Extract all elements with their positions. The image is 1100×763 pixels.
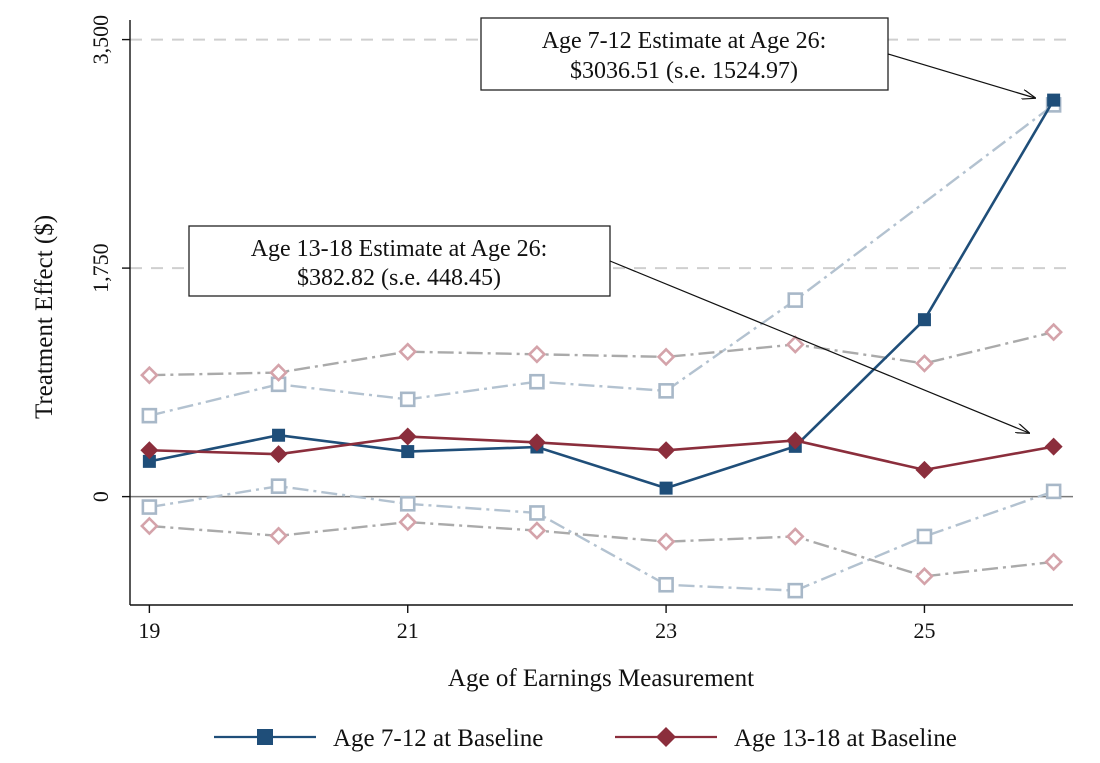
ci-marker <box>787 292 804 308</box>
ci-marker <box>141 407 158 424</box>
annotation-arrow <box>609 260 1029 433</box>
annotation-line-2: $382.82 (s.e. 448.45) <box>297 265 501 291</box>
ci-marker <box>915 354 934 373</box>
series-point <box>269 445 288 464</box>
y-axis-title: Treatment Effect ($) <box>31 215 58 419</box>
series-point <box>1047 93 1061 107</box>
annotation-age-7-12: Age 7-12 Estimate at Age 26: $3036.51 (s… <box>480 17 1035 98</box>
confidence-bands <box>140 97 1063 599</box>
series-point <box>142 454 156 468</box>
ci-marker <box>527 344 547 364</box>
tick-labels: 19 21 23 25 0 1,750 3,500 <box>88 15 935 643</box>
ci-line-ci-lower <box>149 520 1054 578</box>
ci-line-ci-upper <box>149 330 1054 377</box>
ci-marker <box>916 528 933 545</box>
series-line-age-13-18 <box>149 435 1054 472</box>
ci-marker <box>1045 483 1062 500</box>
ci-marker <box>1044 322 1063 342</box>
x-tick-label: 21 <box>397 618 419 643</box>
ci-marker <box>398 342 418 362</box>
series-point <box>140 441 159 460</box>
series-line-age-7-12 <box>149 99 1055 490</box>
ci-marker <box>141 499 158 515</box>
legend-label: Age 13-18 at Baseline <box>734 725 957 752</box>
axes <box>129 20 1073 606</box>
ci-marker <box>270 478 287 494</box>
series-point <box>659 481 673 495</box>
annotation-line-2: $3036.51 (s.e. 1524.97) <box>570 58 798 84</box>
series-point <box>657 441 676 460</box>
x-tick-label: 25 <box>913 618 935 643</box>
ci-marker <box>269 363 288 382</box>
ci-marker <box>269 526 288 546</box>
series-point <box>398 427 417 446</box>
y-tick-label: 0 <box>88 491 113 502</box>
ci-marker <box>529 373 545 390</box>
legend-marker-square <box>257 729 273 745</box>
ci-marker <box>399 496 416 512</box>
ci-marker <box>529 505 545 521</box>
annotation-arrow <box>887 53 1035 98</box>
ci-marker <box>527 521 547 540</box>
legend-item-age-13-18: Age 13-18 at Baseline <box>615 725 957 752</box>
x-axis-title: Age of Earnings Measurement <box>448 665 754 692</box>
annotation-line-1: Age 7-12 Estimate at Age 26: <box>542 28 827 54</box>
y-tick-label: 1,750 <box>88 243 113 293</box>
legend: Age 7-12 at Baseline Age 13-18 at Baseli… <box>214 725 957 752</box>
ci-marker <box>656 347 676 367</box>
series-point <box>527 433 546 452</box>
x-tick-label: 19 <box>138 618 160 643</box>
y-tick-label: 3,500 <box>88 15 113 64</box>
legend-marker-diamond <box>656 727 676 747</box>
annotation-line-1: Age 13-18 Estimate at Age 26: <box>251 236 548 262</box>
annotation-age-13-18: Age 13-18 Estimate at Age 26: $382.82 (s… <box>188 225 1029 433</box>
series-point <box>272 428 286 442</box>
ci-marker <box>658 576 674 593</box>
x-tick-label: 23 <box>655 618 677 643</box>
series-point <box>915 460 934 479</box>
annotation-box <box>188 225 611 297</box>
ci-line-ci-lower <box>149 484 1055 592</box>
ci-marker <box>1044 552 1063 572</box>
legend-item-age-7-12: Age 7-12 at Baseline <box>214 725 543 752</box>
ci-marker <box>656 532 676 552</box>
ci-marker <box>785 527 805 546</box>
ci-marker <box>915 566 934 586</box>
ci-marker <box>398 512 418 532</box>
ci-marker <box>658 383 674 399</box>
ci-marker <box>399 391 416 408</box>
ci-marker <box>787 582 804 599</box>
ci-marker <box>140 516 159 536</box>
series-point <box>786 431 805 450</box>
series-lines <box>140 93 1063 495</box>
ci-marker <box>785 335 805 354</box>
ci-marker <box>140 365 159 385</box>
series-point <box>917 313 931 327</box>
series-point <box>1044 437 1063 456</box>
series-point <box>401 445 415 459</box>
legend-label: Age 7-12 at Baseline <box>333 725 543 752</box>
